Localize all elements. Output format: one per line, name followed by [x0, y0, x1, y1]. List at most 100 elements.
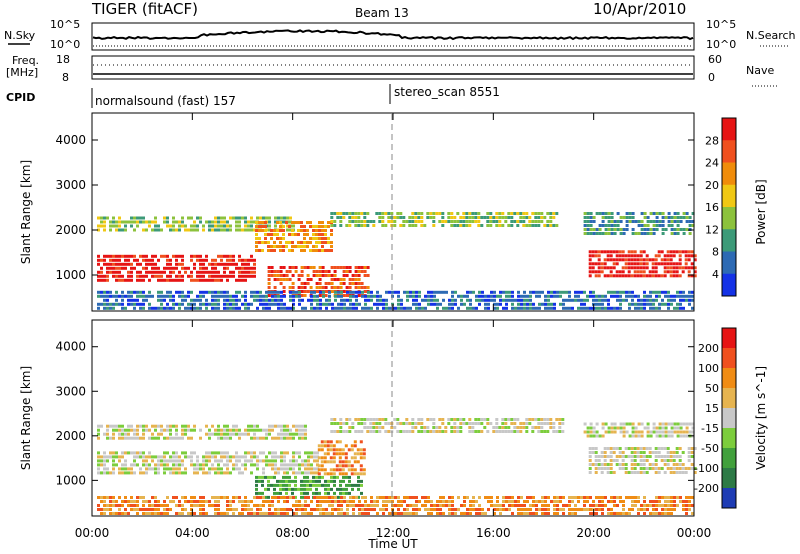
- heatmap-cell: [294, 270, 298, 273]
- heatmap-cell: [439, 504, 442, 507]
- heatmap-cell: [130, 500, 133, 503]
- heatmap-cell: [118, 262, 121, 266]
- heatmap-cell: [172, 459, 175, 463]
- heatmap-cell: [657, 254, 661, 258]
- heatmap-cell: [130, 508, 133, 511]
- heatmap-cell: [291, 249, 294, 252]
- heatmap-cell: [318, 483, 321, 487]
- heatmap-cell: [193, 228, 196, 232]
- heatmap-cell: [397, 500, 400, 503]
- heatmap-cell: [282, 278, 286, 281]
- heatmap-cell: [648, 455, 652, 458]
- heatmap-cell: [655, 496, 658, 499]
- heatmap-cell: [133, 298, 136, 302]
- heatmap-cell: [411, 418, 415, 421]
- heatmap-cell: [606, 467, 610, 470]
- heatmap-cell: [157, 224, 160, 228]
- heatmap-cell: [289, 496, 292, 499]
- heatmap-cell: [320, 464, 324, 468]
- heatmap-cell: [348, 224, 352, 227]
- heatmap-cell: [136, 224, 139, 228]
- heatmap-cell: [684, 254, 688, 258]
- heatmap-cell: [214, 432, 217, 436]
- heatmap-cell: [348, 216, 352, 219]
- heatmap-cell: [411, 220, 415, 223]
- heatmap-cell: [250, 436, 253, 440]
- heatmap-cell: [148, 508, 151, 511]
- heatmap-cell: [124, 294, 127, 298]
- heatmap-cell: [622, 500, 625, 503]
- heatmap-cell: [474, 220, 478, 223]
- heatmap-cell: [688, 294, 691, 298]
- heatmap-cell: [115, 262, 118, 266]
- heatmap-cell: [118, 278, 121, 282]
- power-y-axis-label: Slant Range [km]: [19, 160, 33, 264]
- heatmap-cell: [316, 306, 319, 310]
- heatmap-cell: [544, 504, 547, 507]
- heatmap-cell: [181, 471, 184, 475]
- heatmap-cell: [214, 500, 217, 503]
- heatmap-cell: [562, 306, 565, 310]
- heatmap-cell: [127, 220, 130, 224]
- heatmap-cell: [280, 508, 283, 511]
- heatmap-cell: [643, 512, 646, 515]
- heatmap-cell: [670, 500, 673, 503]
- heatmap-cell: [381, 212, 385, 215]
- heatmap-cell: [109, 270, 112, 274]
- heatmap-cell: [300, 491, 303, 495]
- heatmap-cell: [321, 286, 325, 289]
- heatmap-cell: [334, 306, 337, 310]
- heatmap-cell: [256, 459, 259, 463]
- x-tick-label: 20:00: [576, 526, 611, 540]
- heatmap-cell: [354, 286, 358, 289]
- heatmap-cell: [655, 500, 658, 503]
- heatmap-cell: [642, 463, 646, 466]
- heatmap-cell: [362, 468, 366, 472]
- heatmap-cell: [166, 436, 169, 440]
- heatmap-cell: [352, 508, 355, 511]
- heatmap-cell: [523, 512, 526, 515]
- heatmap-cell: [679, 306, 682, 310]
- velocity-y-axis-label: Slant Range [km]: [19, 366, 33, 470]
- heatmap-cell: [385, 504, 388, 507]
- heatmap-cell: [271, 451, 274, 455]
- heatmap-cell: [633, 455, 637, 458]
- heatmap-cell: [199, 274, 202, 278]
- heatmap-cell: [663, 262, 667, 266]
- heatmap-cell: [273, 229, 276, 232]
- heatmap-cell: [525, 430, 529, 433]
- heatmap-cell: [553, 504, 556, 507]
- heatmap-cell: [553, 302, 556, 306]
- heatmap-cell: [601, 496, 604, 499]
- heatmap-cell: [291, 233, 294, 236]
- heatmap-cell: [265, 306, 268, 310]
- heatmap-cell: [544, 496, 547, 499]
- heatmap-cell: [223, 428, 226, 432]
- heatmap-cell: [667, 220, 671, 223]
- heatmap-cell: [338, 456, 342, 460]
- heatmap-cell: [462, 224, 466, 227]
- heatmap-cell: [372, 224, 376, 227]
- heatmap-cell: [148, 220, 151, 224]
- heatmap-cell: [459, 220, 463, 223]
- heatmap-cell: [353, 452, 357, 456]
- heatmap-cell: [148, 455, 151, 459]
- heatmap-cell: [283, 451, 286, 455]
- heatmap-cell: [118, 254, 121, 258]
- heatmap-cell: [139, 254, 142, 258]
- heatmap-cell: [472, 504, 475, 507]
- heatmap-cell: [133, 228, 136, 232]
- heatmap-cell: [633, 250, 637, 254]
- heatmap-cell: [597, 459, 601, 462]
- heatmap-cell: [477, 220, 481, 223]
- heatmap-cell: [672, 455, 676, 458]
- heatmap-cell: [118, 455, 121, 459]
- heatmap-cell: [264, 221, 267, 224]
- heatmap-cell: [685, 434, 689, 438]
- heatmap-cell: [679, 302, 682, 306]
- heatmap-cell: [688, 430, 692, 434]
- heatmap-cell: [376, 512, 379, 515]
- nsearch-tick-bottom: 10^0: [706, 38, 736, 51]
- heatmap-cell: [244, 258, 247, 262]
